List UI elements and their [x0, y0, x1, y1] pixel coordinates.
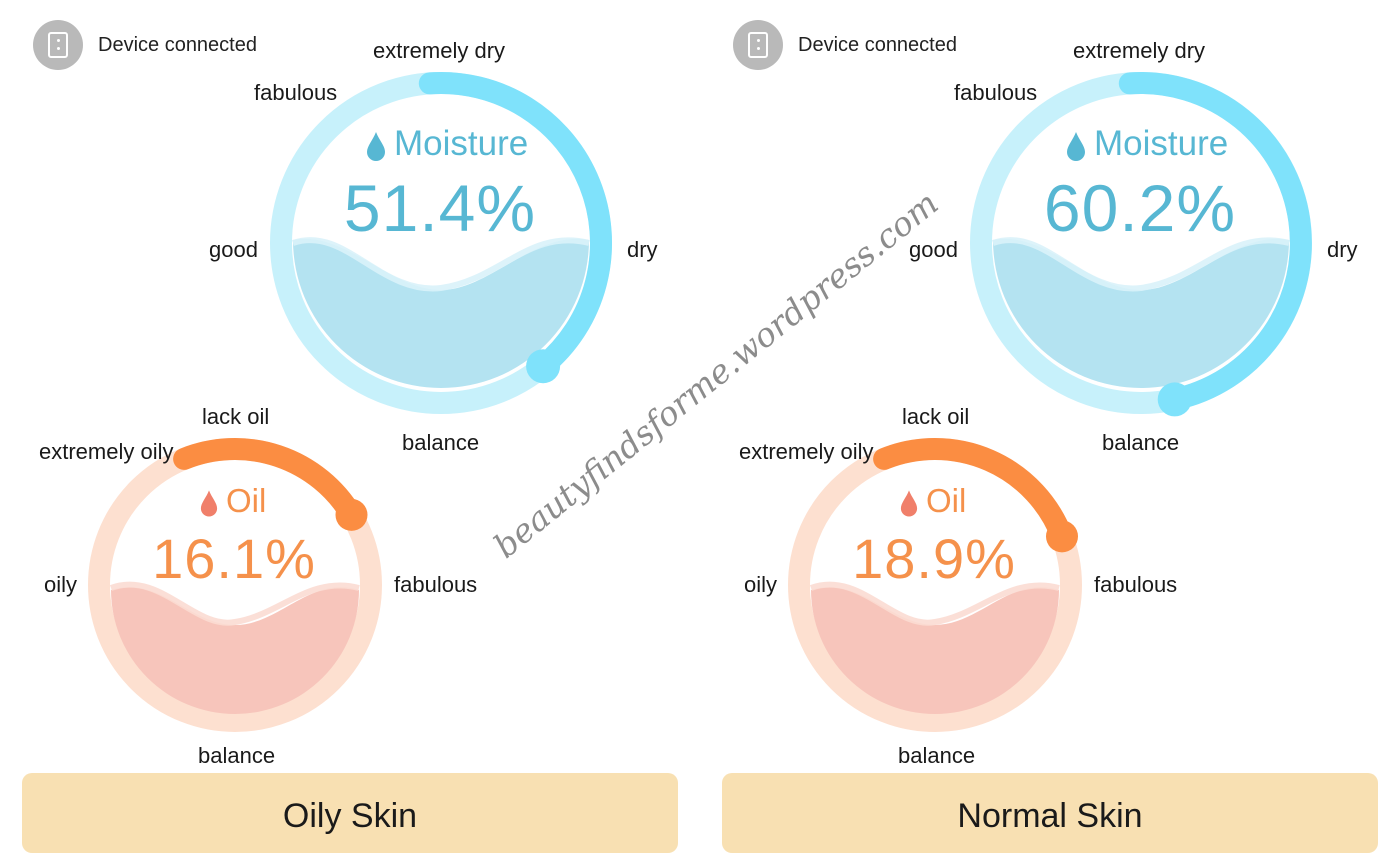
skin-type-card: Oily Skin [22, 773, 678, 853]
oil-label-top: lack oil [202, 404, 270, 429]
oil-label-left: oily [744, 572, 778, 597]
moisture-label-upper-left: fabulous [954, 80, 1038, 105]
oil-value: 18.9% [852, 527, 1016, 590]
result-panel-left: Device connected extremely dry fabulous … [0, 0, 700, 853]
oil-label-bottom: balance [898, 743, 976, 768]
moisture-arc [418, 72, 612, 378]
phone-icon [733, 20, 783, 70]
moisture-label-left: good [209, 237, 258, 262]
oil-drop-icon [200, 490, 218, 517]
oil-label-top: lack oil [902, 404, 970, 429]
oil-label-bottom: balance [198, 743, 276, 768]
skin-type-label: Oily Skin [282, 797, 418, 835]
oil-wave [111, 587, 359, 714]
moisture-knob[interactable] [526, 349, 561, 384]
oil-wave-crest [809, 581, 1060, 626]
moisture-title: Moisture [1066, 124, 1228, 164]
moisture-arc [1118, 72, 1312, 411]
oil-knob[interactable] [335, 498, 368, 531]
result-panel-right: Device connected extremely dry fabulous … [700, 0, 1400, 853]
oil-label-upper-left: extremely oily [39, 439, 174, 464]
moisture-label-bottom: balance [402, 430, 480, 455]
water-drop-icon [1067, 131, 1085, 161]
moisture-label-upper-left: fabulous [254, 80, 338, 105]
moisture-label-left: good [909, 237, 958, 262]
moisture-gauge [270, 72, 612, 414]
oil-gauge [88, 438, 382, 732]
moisture-gauge [970, 72, 1312, 417]
oil-title-text: Oil [926, 482, 967, 519]
oil-label-left: oily [44, 572, 78, 597]
gauges-right [788, 72, 1312, 732]
oil-title-text: Oil [226, 482, 267, 519]
oil-knob[interactable] [1046, 520, 1078, 553]
oil-arc [173, 438, 363, 526]
moisture-value: 51.4% [343, 171, 537, 245]
moisture-label-right: dry [1327, 237, 1358, 262]
device-status: Device connected [798, 34, 957, 56]
water-drop-icon [367, 131, 385, 161]
skin-type-card: Normal Skin [722, 773, 1378, 853]
moisture-title-text: Moisture [394, 124, 529, 163]
phone-icon [33, 20, 83, 70]
oil-label-right: fabulous [394, 572, 478, 597]
moisture-label-top: extremely dry [373, 38, 506, 63]
oil-wave-crest [109, 581, 360, 626]
moisture-label-right: dry [627, 237, 658, 262]
moisture-wave-crest [992, 237, 1290, 292]
oil-gauge [788, 438, 1082, 732]
moisture-value: 60.2% [1043, 171, 1237, 245]
moisture-label-bottom: balance [1102, 430, 1180, 455]
oil-drop-icon [900, 490, 918, 517]
moisture-wave [993, 238, 1289, 388]
skin-type-label: Normal Skin [957, 797, 1143, 835]
moisture-label-top: extremely dry [1073, 38, 1206, 63]
oil-label-right: fabulous [1094, 572, 1178, 597]
oil-arc [873, 438, 1073, 548]
moisture-title: Moisture [366, 124, 528, 164]
oil-title: Oil [200, 482, 266, 520]
oil-value: 16.1% [152, 527, 316, 590]
oil-title: Oil [900, 482, 966, 520]
moisture-knob[interactable] [1157, 382, 1192, 417]
gauges-left [88, 72, 612, 732]
oil-label-upper-left: extremely oily [739, 439, 874, 464]
device-status: Device connected [98, 34, 257, 56]
moisture-title-text: Moisture [1094, 124, 1229, 163]
oil-wave [811, 587, 1059, 714]
moisture-wave [293, 238, 589, 388]
moisture-wave-crest [292, 237, 590, 292]
